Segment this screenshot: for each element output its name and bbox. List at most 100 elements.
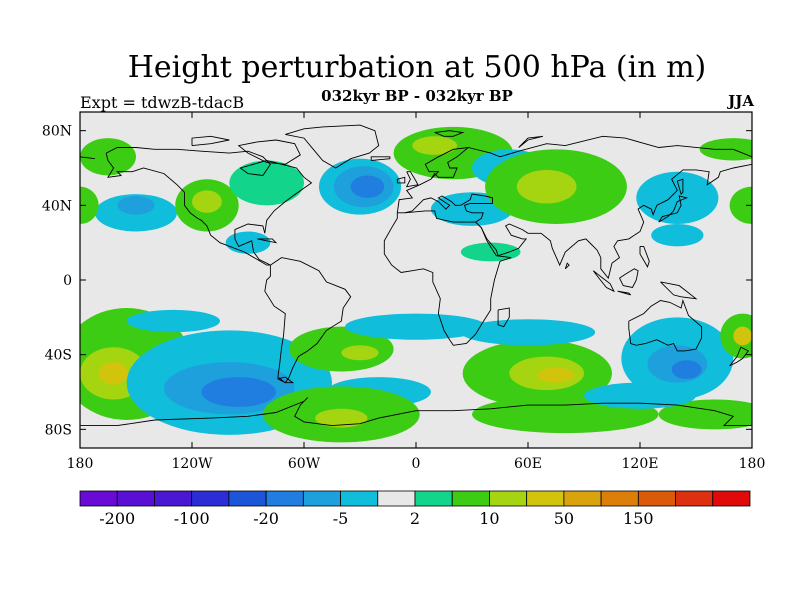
colorbar-swatch: [116, 490, 155, 507]
coastline: [660, 281, 698, 300]
colorbar-swatch: [600, 490, 639, 507]
colorbar-label: -100: [174, 509, 210, 528]
season-label: JJA: [728, 92, 754, 110]
colorbar-label: -200: [99, 509, 135, 528]
height-field-layer: [80, 126, 752, 443]
lon-tick-label: 120W: [171, 456, 213, 472]
coastline: [80, 156, 95, 160]
coastline: [80, 397, 752, 427]
height-contour-region: [671, 360, 702, 379]
coastline: [276, 376, 295, 384]
coastline: [191, 135, 230, 147]
height-contour-region: [229, 160, 304, 206]
coastline: [729, 346, 749, 367]
colorbar-swatch: [377, 490, 416, 507]
coastline: [396, 146, 470, 213]
colorbar-swatch: [340, 490, 379, 507]
lat-tick-label: 40S: [45, 348, 72, 364]
colorbar-swatch: [154, 490, 193, 507]
lat-tick-label: 80N: [42, 124, 72, 140]
height-contour-region: [345, 313, 487, 340]
colorbar-swatch: [675, 490, 714, 507]
height-contour-region: [315, 408, 368, 428]
height-contour-region: [117, 196, 155, 215]
coastline: [617, 290, 632, 296]
coastline: [370, 156, 391, 161]
coastline-layer: [80, 124, 752, 427]
colorbar-swatch: [712, 490, 751, 507]
coastline: [676, 178, 684, 195]
coastline: [497, 307, 510, 328]
height-contour-region: [98, 362, 129, 385]
colorbar-label: -20: [253, 509, 279, 528]
coastline: [468, 135, 752, 158]
lon-tick-label: 60W: [288, 456, 321, 472]
coastline: [619, 268, 639, 289]
coastline: [592, 270, 615, 293]
coastline: [518, 135, 544, 148]
colorbar-swatch: [563, 490, 602, 507]
coastline: [237, 139, 301, 165]
colorbar-swatch: [526, 490, 565, 507]
coastline: [404, 163, 752, 280]
height-contour-region: [516, 169, 577, 204]
height-contour-region: [126, 309, 220, 333]
axis-layer: 80N 40N 0 40S 80S 180 120W 60W 0 60E 120E 180: [42, 112, 765, 472]
plot-title: Height perturbation at 500 hPa (in m): [127, 50, 707, 85]
colorbar-swatch: [79, 490, 118, 507]
colorbar-swatch: [451, 490, 490, 507]
coastline: [257, 238, 278, 244]
coastline: [434, 130, 465, 137]
lon-tick-label: 180: [739, 456, 766, 472]
colorbar-label: 150: [623, 509, 654, 528]
coastline: [658, 195, 689, 223]
height-contour-region: [729, 186, 752, 224]
height-contour-region: [537, 367, 575, 383]
height-contour-region: [651, 224, 704, 247]
experiment-label: Expt = tdwzB-tdacB: [80, 93, 245, 112]
coastline: [628, 298, 703, 352]
colorbar-swatch: [414, 490, 453, 507]
height-contour-region: [412, 136, 458, 155]
colorbar-swatch: [228, 490, 267, 507]
coastline: [639, 245, 650, 269]
height-contour-region: [658, 399, 752, 430]
colorbar-swatch: [191, 490, 230, 507]
height-contour-region: [201, 377, 276, 407]
colorbar-swatch: [489, 490, 528, 507]
height-contour-region: [460, 319, 596, 346]
colorbar-label: 2: [410, 509, 420, 528]
height-contour-region: [80, 186, 99, 224]
colorbar-swatch: [302, 490, 341, 507]
coastline: [285, 124, 380, 169]
colorbar-label: -5: [333, 509, 349, 528]
colorbar: -200 -100 -20 -5 2 10 50 150: [79, 490, 751, 528]
lon-tick-label: 60E: [514, 456, 542, 472]
colorbar-swatch: [637, 490, 676, 507]
coastline: [564, 262, 570, 270]
lat-tick-label: 40N: [42, 198, 72, 214]
height-contour-region: [341, 345, 379, 361]
coastline: [396, 176, 406, 184]
colorbar-label: 10: [479, 509, 499, 528]
colorbar-label: 50: [554, 509, 574, 528]
plot-subtitle: 032kyr BP - 032kyr BP: [321, 87, 513, 105]
height-contour-region: [289, 326, 394, 372]
coastline: [264, 257, 352, 384]
height-contour-region: [460, 242, 521, 262]
height-contour-region: [584, 382, 696, 409]
height-contour-region: [192, 190, 222, 213]
height-contour-region: [80, 138, 136, 176]
lat-tick-label: 80S: [45, 422, 72, 438]
lon-tick-label: 180: [67, 456, 94, 472]
lon-tick-label: 0: [412, 456, 421, 472]
coastline: [383, 210, 512, 346]
coastline: [405, 171, 419, 188]
lat-tick-label: 0: [63, 273, 72, 289]
height-contour-region: [636, 171, 719, 224]
height-contour-region: [350, 175, 385, 198]
lon-tick-label: 120E: [622, 456, 659, 472]
colorbar-swatch: [265, 490, 304, 507]
height-contour-region: [733, 326, 752, 346]
